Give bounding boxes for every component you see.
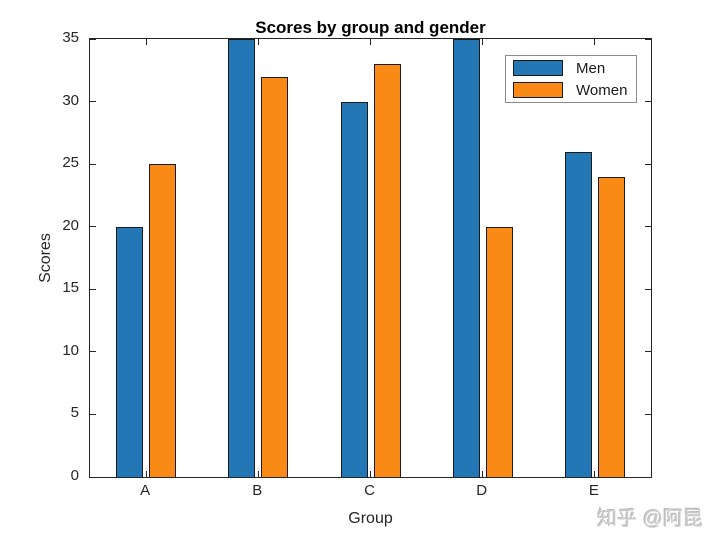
bar-women-d: [485, 226, 513, 477]
x-tick-bottom: [257, 471, 259, 477]
x-tick-label: E: [588, 482, 599, 499]
y-tick-right: [645, 226, 651, 228]
y-tick-right: [645, 163, 651, 165]
legend-label-women: Women: [576, 81, 628, 99]
y-tick-right: [645, 413, 651, 415]
legend-entry-men: Men: [513, 60, 636, 77]
x-tick-bottom: [145, 471, 147, 477]
women-swatch-icon: [513, 82, 563, 98]
watermark: 知乎 @阿昆: [597, 508, 703, 530]
y-tick-label: 0: [70, 467, 79, 484]
y-tick-right: [645, 351, 651, 353]
x-tick-label: A: [140, 482, 151, 499]
x-tick-label: D: [476, 482, 488, 499]
bar-women-a: [149, 164, 177, 477]
men-swatch-icon: [513, 60, 563, 76]
y-tick-right: [645, 288, 651, 290]
y-tick-label: 5: [70, 404, 79, 422]
bar-men-a: [116, 226, 144, 477]
y-tick-left: [90, 38, 96, 40]
bar-women-c: [373, 64, 401, 477]
y-tick-left: [90, 226, 96, 228]
legend-entry-women: Women: [513, 82, 636, 99]
x-tick-top: [594, 39, 596, 45]
x-tick-bottom: [482, 471, 484, 477]
legend-label-men: Men: [576, 59, 606, 77]
x-tick-top: [370, 39, 371, 45]
bar-men-e: [564, 151, 592, 477]
y-tick-label: 35: [62, 29, 79, 46]
x-tick-label: C: [364, 482, 375, 499]
bar-men-d: [452, 39, 480, 477]
y-tick-right: [645, 476, 651, 478]
y-tick-label: 15: [62, 279, 79, 297]
x-tick-top: [482, 39, 484, 45]
y-tick-right: [645, 101, 651, 103]
y-tick-left: [90, 288, 96, 290]
chart-title: Scores by group and gender: [255, 18, 486, 37]
y-tick-left: [90, 101, 96, 103]
y-axis-label: Scores: [37, 233, 54, 283]
x-tick-label: B: [252, 482, 263, 499]
y-tick-label: 10: [62, 341, 79, 359]
y-tick-left: [90, 413, 96, 415]
bar-women-b: [261, 76, 289, 477]
y-tick-label: 25: [62, 154, 79, 172]
y-tick-left: [90, 476, 96, 478]
bar-men-c: [340, 101, 368, 477]
x-tick-bottom: [594, 471, 596, 477]
legend: Men Women: [505, 55, 637, 103]
y-tick-left: [90, 163, 96, 165]
x-tick-top: [145, 39, 147, 45]
y-tick-label: 20: [62, 216, 79, 234]
y-tick-label: 30: [62, 91, 79, 109]
x-tick-bottom: [370, 471, 371, 477]
x-tick-top: [257, 39, 259, 45]
plot-area: [89, 38, 652, 478]
x-axis-label: Group: [348, 510, 393, 527]
bar-men-b: [228, 39, 256, 477]
y-tick-right: [645, 38, 651, 40]
bar-women-e: [597, 176, 625, 477]
y-tick-left: [90, 351, 96, 353]
